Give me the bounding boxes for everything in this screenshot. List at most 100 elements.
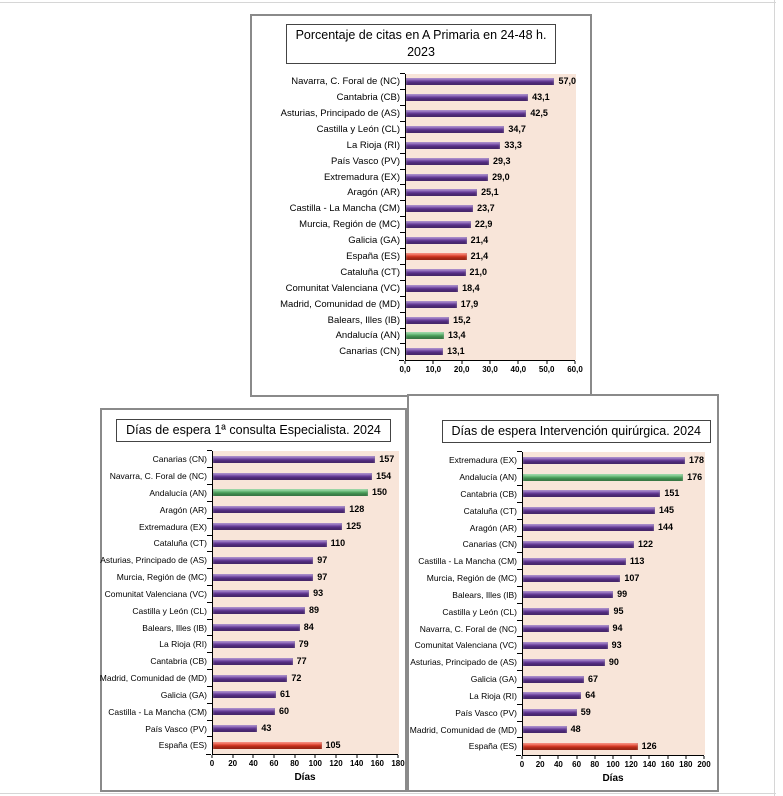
bar-track: 13,1 — [400, 343, 576, 360]
bar-row: La Rioja (RI) 33,3 — [252, 136, 590, 154]
bar-track: 93 — [517, 636, 705, 654]
bar-track: 128 — [207, 500, 399, 519]
x-axis-ticks: 0,0 10,0 20,0 30,0 40,0 50,0 60,0 — [399, 360, 583, 375]
x-tick-mark — [273, 754, 275, 758]
bar-value-label: 21,0 — [469, 266, 488, 277]
bar-row: Aragón (AR) 144 — [409, 518, 717, 537]
bar-category-label: Galicia (GA) — [470, 674, 517, 685]
bar — [406, 252, 467, 260]
chart-plot: Extremadura (EX) 178 Andalucía (AN) 176 Cant… — [409, 451, 717, 784]
bar — [213, 674, 288, 682]
bar — [213, 741, 322, 749]
bar-track: 29,0 — [400, 168, 576, 185]
bar-row: Cataluña (CT) 110 — [102, 534, 405, 552]
x-tick-mark — [517, 360, 519, 364]
bar-category-label: Extremadura (EX) — [448, 455, 517, 466]
bar — [523, 490, 661, 498]
bar-row: Andalucía (AN) 176 — [409, 468, 717, 486]
bar — [406, 173, 489, 181]
bar-row: Castilla - La Mancha (CM) 113 — [409, 552, 717, 570]
bar-track: 48 — [517, 720, 705, 738]
bar-value-label: 144 — [658, 522, 674, 533]
bar-value-label: 18,4 — [462, 282, 480, 293]
bar-track: 151 — [517, 485, 705, 503]
bar — [523, 540, 635, 548]
bar-track: 25,1 — [400, 184, 576, 201]
bar-row: Extremadura (EX) 29,0 — [252, 168, 590, 185]
bar-category-label: Murcia, Región de (MC) — [116, 572, 207, 583]
bar — [213, 455, 376, 463]
chart-plot: Canarias (CN) 157 Navarra, C. Foral de (NC… — [100, 450, 405, 783]
bar-category-label: Andalucía (AN) — [149, 487, 207, 498]
x-axis-label: Días — [294, 771, 316, 783]
bar-row: Aragón (AR) 128 — [102, 500, 405, 519]
bar-track: 107 — [517, 569, 705, 587]
page-right-border — [774, 0, 775, 796]
bar-value-label: 67 — [587, 673, 598, 684]
bar-value-label: 84 — [303, 622, 314, 633]
bar — [213, 691, 277, 699]
x-tick-mark — [667, 755, 669, 759]
bar-row: La Rioja (RI) 79 — [102, 635, 405, 653]
bar-track: 89 — [207, 601, 399, 620]
bar-track: 178 — [517, 451, 705, 469]
bar-track: 145 — [517, 501, 705, 520]
bar-value-label: 157 — [379, 453, 395, 464]
bar — [406, 94, 529, 102]
bar-row: España (ES) 126 — [409, 737, 717, 755]
x-tick-mark — [211, 754, 213, 758]
bar-row: Balears, Illes (IB) 84 — [102, 618, 405, 636]
bar — [523, 574, 621, 582]
bar — [213, 539, 327, 547]
bar — [406, 109, 527, 117]
page-top-border — [0, 2, 776, 3]
bar-category-label: Asturias, Principado de (AS) — [100, 555, 207, 566]
bar-row: La Rioja (RI) 64 — [409, 686, 717, 705]
bar-value-label: 125 — [346, 521, 362, 532]
bar-row: País Vasco (PV) 29,3 — [252, 152, 590, 170]
bar-category-label: España (ES) — [468, 741, 517, 752]
bar-value-label: 33,3 — [504, 139, 522, 150]
bar-category-label: La Rioja (RI) — [469, 690, 517, 701]
x-tick-mark — [335, 754, 337, 758]
bar-row: Cataluña (CT) 21,0 — [252, 263, 590, 281]
chart-plot: Navarra, C. Foral de (NC) 57,0 Cantabria (… — [252, 73, 590, 375]
bar — [213, 556, 314, 564]
bar-value-label: 59 — [580, 707, 591, 718]
bar-row: Castilla - La Mancha (CM) 60 — [102, 702, 405, 721]
page-bottom-border — [0, 793, 776, 794]
bar-category-label: Asturias, Principado de (AS) — [410, 657, 517, 668]
bar-category-label: Canarias (CN) — [462, 539, 517, 550]
chart-title-line-2: 2023 — [407, 44, 435, 59]
x-tick-label: 100 — [606, 759, 620, 769]
x-tick-label: 200 — [697, 759, 711, 769]
bar-track: 125 — [207, 517, 399, 536]
bar-category-label: España (ES) — [158, 740, 207, 751]
bar-value-label: 64 — [585, 690, 596, 701]
bar-rows: Navarra, C. Foral de (NC) 57,0 Cantabria (… — [252, 73, 590, 360]
bar — [406, 284, 459, 292]
bar-value-label: 29,3 — [493, 155, 511, 166]
bar-row: Asturias, Principado de (AS) 97 — [100, 551, 405, 569]
x-tick-mark — [630, 755, 632, 759]
bar-category-label: Comunitat Valenciana (VC) — [104, 588, 207, 599]
bar-row: Andalucía (AN) 150 — [102, 484, 405, 502]
bar-row: Canarias (CN) 13,1 — [252, 343, 590, 360]
chart-title: Días de espera 1ª consulta Especialista.… — [116, 419, 391, 442]
bar — [213, 708, 275, 716]
bar — [523, 742, 638, 750]
bar-track: 77 — [207, 652, 399, 670]
bar-value-label: 107 — [624, 572, 640, 583]
x-tick-mark — [576, 755, 578, 759]
x-tick-mark — [539, 755, 541, 759]
bar-category-label: Extremadura (EX) — [138, 521, 207, 532]
bar-track: 93 — [207, 585, 399, 603]
x-tick-label: 120 — [329, 758, 343, 768]
x-tick-label: 80 — [290, 758, 300, 768]
x-tick-mark — [574, 360, 576, 364]
bar-row: Balears, Illes (IB) 15,2 — [252, 311, 590, 328]
bar — [523, 726, 567, 734]
bar-category-label: Canarias (CN) — [339, 346, 400, 358]
bar-value-label: 94 — [612, 623, 623, 634]
x-tick-mark — [232, 754, 234, 758]
